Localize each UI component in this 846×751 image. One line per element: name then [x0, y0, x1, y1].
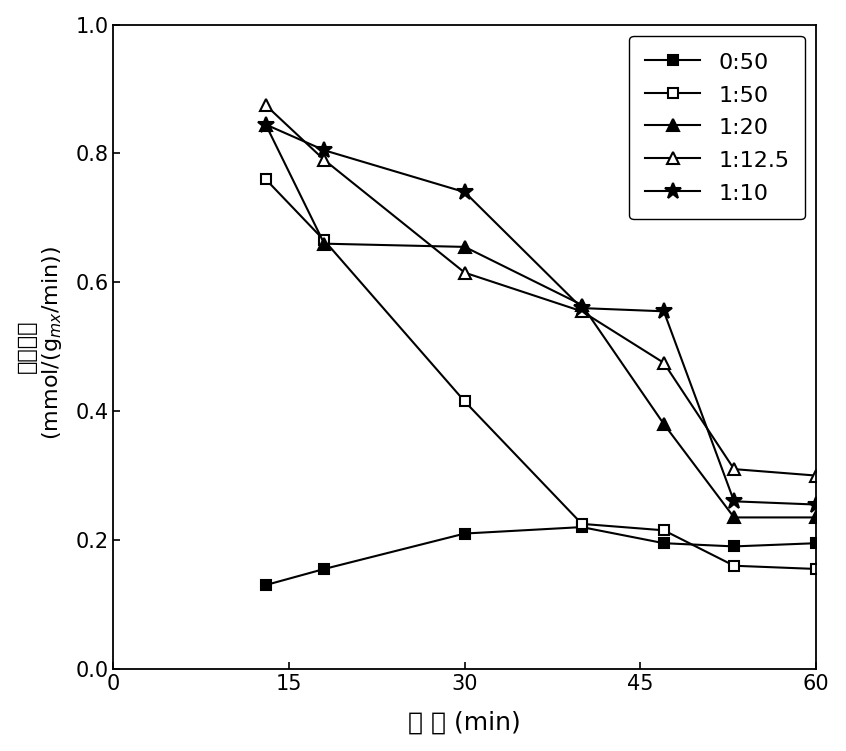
- 1:12.5: [261, 101, 271, 110]
- 1:50: [729, 561, 739, 570]
- 1:50: [261, 175, 271, 184]
- 1:10: [577, 303, 587, 312]
- 1:12.5: [729, 465, 739, 474]
- 0:50: [577, 523, 587, 532]
- 1:10: [261, 120, 271, 129]
- Line: 1:10: 1:10: [257, 116, 824, 513]
- 1:10: [459, 188, 470, 197]
- 1:20: [459, 243, 470, 252]
- 0:50: [459, 529, 470, 538]
- X-axis label: 时 间 (min): 时 间 (min): [409, 710, 521, 734]
- 1:12.5: [319, 155, 329, 164]
- 1:12.5: [811, 471, 821, 480]
- 1:12.5: [659, 358, 669, 367]
- Line: 0:50: 0:50: [261, 522, 821, 590]
- 1:20: [729, 513, 739, 522]
- Line: 1:50: 1:50: [261, 174, 821, 574]
- 0:50: [659, 538, 669, 547]
- 1:50: [577, 520, 587, 529]
- 0:50: [261, 581, 271, 590]
- 1:20: [577, 300, 587, 309]
- Y-axis label: 产氢速率
 (mmol/(g$_{mx}$/min)): 产氢速率 (mmol/(g$_{mx}$/min)): [17, 246, 64, 448]
- 1:20: [319, 239, 329, 248]
- 1:10: [811, 500, 821, 509]
- 1:50: [319, 236, 329, 245]
- 1:10: [319, 146, 329, 155]
- 1:20: [261, 120, 271, 129]
- 0:50: [319, 565, 329, 574]
- Legend: 0:50, 1:50, 1:20, 1:12.5, 1:10: 0:50, 1:50, 1:20, 1:12.5, 1:10: [629, 36, 805, 219]
- Line: 1:12.5: 1:12.5: [261, 100, 821, 481]
- 1:12.5: [459, 268, 470, 277]
- 1:20: [659, 420, 669, 429]
- 1:12.5: [577, 307, 587, 316]
- 1:20: [811, 513, 821, 522]
- 1:10: [729, 497, 739, 506]
- 1:50: [811, 565, 821, 574]
- 1:50: [459, 397, 470, 406]
- 0:50: [729, 542, 739, 551]
- 1:50: [659, 526, 669, 535]
- 0:50: [811, 538, 821, 547]
- Line: 1:20: 1:20: [261, 119, 821, 523]
- 1:10: [659, 307, 669, 316]
